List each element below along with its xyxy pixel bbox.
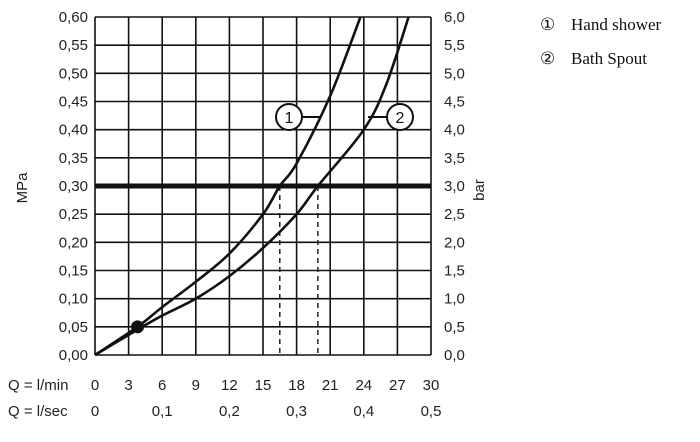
legend-symbol-2: ② [540, 49, 555, 68]
curve-1 [94, 16, 362, 357]
y-tick-left: 0,05 [59, 319, 88, 336]
x-tick-lmin: 15 [255, 377, 272, 394]
y-tick-right: 0,5 [444, 319, 465, 336]
y-tick-right: 2,5 [444, 206, 465, 223]
curve-label-circle-2 [386, 103, 414, 131]
y-tick-left: 0,20 [59, 234, 88, 251]
x-tick-lsec: 0,5 [421, 403, 442, 420]
y-tick-left: 0,15 [59, 263, 88, 280]
y-tick-right: 5,5 [444, 37, 465, 54]
legend: ① Hand shower ② Bath Spout [540, 15, 662, 68]
y-tick-right: 1,0 [444, 291, 465, 308]
x-tick-lmin: 27 [389, 377, 406, 394]
curve-label-1: 1 [285, 110, 294, 127]
y-tick-right: 6,0 [444, 9, 465, 26]
y-tick-left: 0,35 [59, 150, 88, 167]
x-tick-lsec: 0 [91, 403, 99, 420]
y-tick-left: 0,60 [59, 9, 88, 26]
x-tick-lmin: 12 [221, 377, 238, 394]
y-tick-right: 2,0 [444, 234, 465, 251]
y-tick-left: 0,25 [59, 206, 88, 223]
x-axis-row1-label: Q = l/min [8, 377, 68, 394]
x-tick-lmin: 0 [91, 377, 99, 394]
legend-label-bath-spout: Bath Spout [571, 49, 647, 68]
y-tick-right: 3,5 [444, 150, 465, 167]
y-tick-right: 3,0 [444, 178, 465, 195]
legend-symbol-1: ① [540, 15, 555, 34]
x-tick-lmin: 24 [355, 377, 372, 394]
y-tick-left: 0,00 [59, 347, 88, 364]
y-tick-right: 4,0 [444, 122, 465, 139]
curve-label-circle-1 [275, 103, 303, 131]
y-tick-left: 0,30 [59, 178, 88, 195]
operating-point [131, 320, 145, 334]
x-tick-lsec: 0,1 [152, 403, 173, 420]
x-tick-lmin: 9 [192, 377, 200, 394]
x-tick-lmin: 30 [423, 377, 440, 394]
legend-label-hand-shower: Hand shower [571, 15, 662, 34]
y-tick-left: 0,45 [59, 94, 88, 111]
x-axis-row2-label: Q = l/sec [8, 403, 68, 420]
x-tick-lsec: 0,3 [286, 403, 307, 420]
curve-2 [94, 16, 410, 357]
x-tick-lsec: 0,2 [219, 403, 240, 420]
y-tick-left: 0,40 [59, 122, 88, 139]
x-tick-lmin: 21 [322, 377, 339, 394]
x-tick-lmin: 18 [288, 377, 305, 394]
y-tick-right: 0,0 [444, 347, 465, 364]
y-tick-right: 5,0 [444, 65, 465, 82]
tick-labels: 0,00 0,00,05 0,50,10 1,00,15 1,50,20 2,00,25 2… [59, 9, 465, 420]
y-tick-left: 0,55 [59, 37, 88, 54]
y-axis-title-right: bar [471, 179, 488, 201]
y-tick-left: 0,10 [59, 291, 88, 308]
y-tick-right: 1,5 [444, 263, 465, 280]
curve-label-2: 2 [396, 110, 405, 127]
y-tick-left: 0,50 [59, 65, 88, 82]
x-tick-lmin: 3 [124, 377, 132, 394]
x-tick-lmin: 6 [158, 377, 166, 394]
x-tick-lsec: 0,4 [353, 403, 374, 420]
y-axis-title-left: MPa [14, 172, 31, 204]
y-tick-right: 4,5 [444, 94, 465, 111]
